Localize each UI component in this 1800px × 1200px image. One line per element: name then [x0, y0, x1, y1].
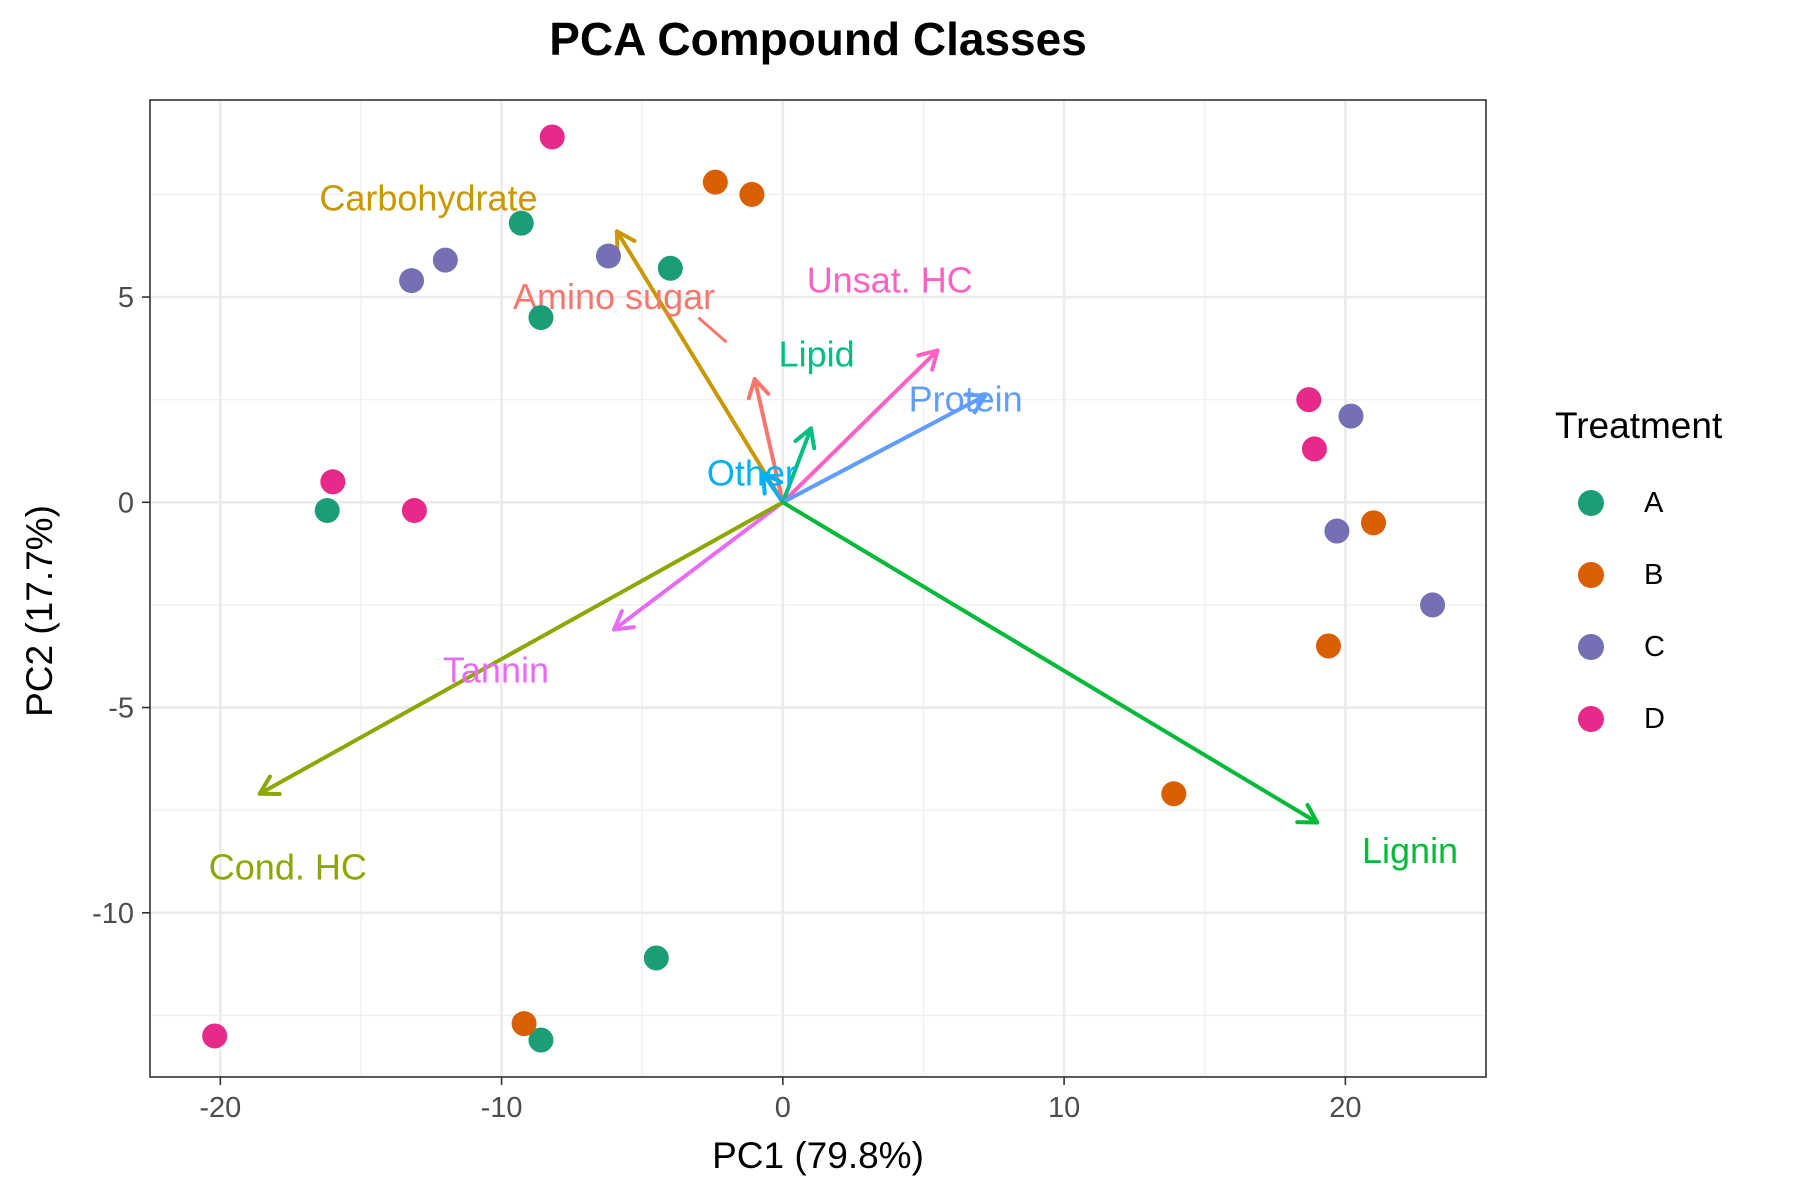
loading-arrow: [780, 426, 817, 505]
legend-title: Treatment: [1555, 405, 1723, 446]
loading-arrow-shaft: [614, 229, 785, 505]
panel-border: [149, 99, 1487, 1078]
loading-arrow-shaft: [257, 500, 785, 796]
data-point-b: [1315, 633, 1341, 659]
data-point-d: [202, 1023, 228, 1049]
x-tick-label: 0: [775, 1092, 791, 1124]
y-tick-label: -10: [92, 898, 134, 930]
loading-arrow-head: [257, 774, 282, 797]
loading-arrow-head: [963, 392, 988, 415]
legend-key: [1578, 490, 1604, 516]
loading-label: Lipid: [779, 334, 855, 375]
loading-arrow-head: [1295, 803, 1320, 825]
legend-key: [1578, 634, 1604, 660]
loading-arrow-head: [793, 426, 817, 451]
chart-title: PCA Compound Classes: [549, 13, 1087, 65]
legend-item-a: A: [1555, 467, 1722, 539]
data-point-b: [702, 169, 728, 195]
x-tick-label: 20: [1329, 1092, 1361, 1124]
data-point-b: [739, 181, 765, 207]
loading-arrow-shaft: [780, 348, 940, 505]
x-tick-label: -10: [481, 1092, 523, 1124]
data-point-a: [508, 210, 534, 236]
loading-arrow: [614, 229, 785, 505]
data-point-c: [432, 247, 458, 273]
legend-item-c: C: [1555, 611, 1722, 683]
data-point-d: [401, 498, 427, 524]
loading-arrow-head: [746, 377, 771, 401]
loading-label: Cond. HC: [209, 847, 367, 888]
data-point-c: [399, 268, 425, 294]
loading-label: Unsat. HC: [807, 260, 973, 301]
data-point-d: [539, 124, 565, 150]
legend-label: D: [1644, 702, 1665, 735]
loading-arrow-shaft: [761, 471, 785, 505]
data-point-b: [511, 1011, 537, 1037]
data-point-d: [1296, 387, 1322, 413]
legend-item-d: D: [1555, 683, 1722, 755]
legend-label: A: [1644, 486, 1664, 519]
loading-arrow-shaft: [612, 500, 785, 632]
data-point-d: [1301, 436, 1327, 462]
y-tick-label: 0: [118, 487, 134, 519]
loading-arrow-shaft: [780, 426, 813, 505]
loading-label: Protein: [909, 379, 1023, 420]
data-point-c: [1420, 592, 1446, 618]
legend: Treatment A B C D: [1555, 405, 1722, 755]
loading-arrows: [257, 229, 1320, 825]
loading-arrow-head: [761, 471, 784, 496]
data-point-b: [1161, 781, 1187, 807]
data-point-a: [643, 945, 669, 971]
data-point-a: [314, 498, 340, 524]
loading-arrow-head: [614, 229, 637, 254]
legend-label: C: [1644, 630, 1665, 663]
x-axis-label: PC1 (79.8%): [712, 1135, 924, 1176]
y-tick-label: -5: [108, 693, 134, 725]
amino-sugar-leader-line: [697, 316, 728, 344]
loading-arrow-head: [612, 609, 636, 632]
loading-arrow: [780, 348, 940, 505]
legend-key: [1578, 562, 1604, 588]
data-point-a: [528, 1027, 554, 1053]
y-tick-label: 5: [118, 282, 134, 314]
loading-arrow: [612, 500, 785, 632]
minor-gridlines: [150, 100, 1486, 1077]
data-point-c: [1338, 403, 1364, 429]
legend-item-b: B: [1555, 539, 1722, 611]
data-point-b: [1360, 510, 1386, 536]
data-point-c: [1324, 518, 1350, 544]
loading-label: Tannin: [443, 650, 549, 691]
x-tick-label: -20: [199, 1092, 241, 1124]
loading-arrow: [761, 471, 785, 505]
loading-label: Carbohydrate: [319, 178, 537, 219]
legend-items: A B C D: [1555, 467, 1722, 755]
loading-arrow-shaft: [780, 500, 1320, 825]
data-point-a: [528, 305, 554, 331]
loading-arrow: [780, 500, 1320, 825]
loading-arrow-shaft: [780, 393, 988, 505]
data-point-a: [657, 255, 683, 281]
loading-arrow: [780, 392, 988, 505]
major-gridlines: [150, 100, 1486, 1077]
data-point-c: [595, 243, 621, 269]
x-tick-label: 10: [1048, 1092, 1080, 1124]
legend-label: B: [1644, 558, 1664, 591]
loading-label: Lignin: [1362, 830, 1458, 871]
loading-arrow-head: [916, 348, 940, 372]
data-points: [202, 124, 1446, 1053]
legend-key: [1578, 706, 1604, 732]
y-axis-label: PC2 (17.7%): [19, 505, 60, 717]
data-point-d: [320, 469, 346, 495]
y-axis-ticks: -10 -5 0 5: [92, 282, 150, 930]
loading-label: Other: [707, 453, 797, 494]
loading-arrow: [257, 500, 785, 797]
x-axis-ticks: -20 -10 0 10 20: [199, 1077, 1362, 1124]
